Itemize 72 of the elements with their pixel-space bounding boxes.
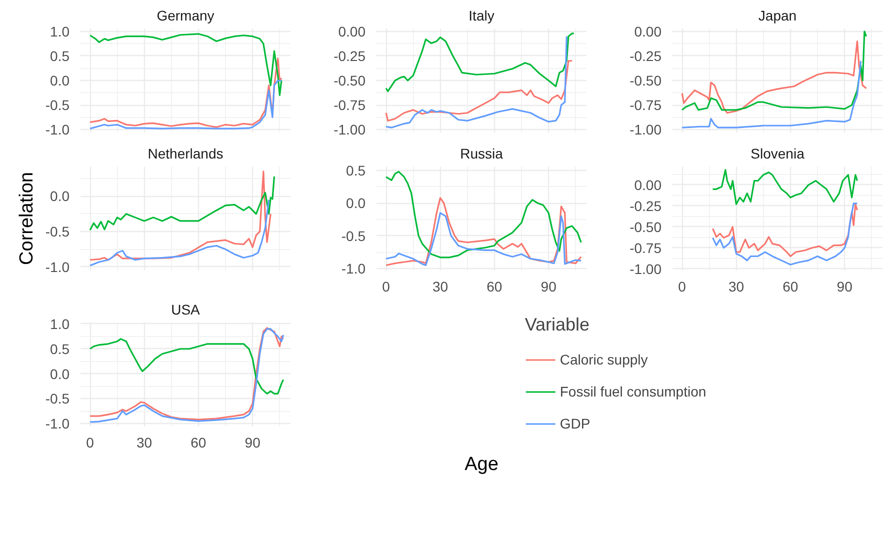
line-series (89, 80, 282, 130)
x-tick-label: 60 (782, 278, 798, 294)
chart-title: USA (171, 302, 201, 318)
y-tick-label: -0.5 (341, 228, 366, 244)
chart-title: Japan (758, 8, 797, 24)
y-tick-label: 0.00 (338, 23, 366, 40)
y-tick-label: -1.00 (630, 260, 662, 277)
y-tick-label: -0.25 (630, 198, 662, 214)
line-series (89, 33, 282, 96)
line-series (385, 60, 573, 122)
y-tick-label: 0.0 (50, 366, 70, 382)
line-series (712, 169, 858, 206)
y-tick-label: -0.5 (45, 97, 70, 114)
line-series (385, 212, 582, 266)
x-tick-label: 60 (486, 278, 502, 294)
y-tick-label: 0.0 (346, 195, 366, 212)
y-tick-label: -1.0 (341, 260, 366, 277)
y-tick-label: 0.0 (50, 72, 70, 88)
line-series (385, 32, 575, 92)
x-axis-title: Age (464, 454, 498, 475)
x-tick-label: 30 (136, 434, 152, 450)
legend-label: Fossil fuel consumption (560, 384, 706, 400)
y-tick-label: -0.50 (630, 218, 662, 235)
y-tick-label: -1.00 (334, 122, 366, 138)
chart-title: Germany (156, 8, 214, 24)
y-axis-title: Correlation (16, 172, 38, 265)
x-tick-label: 0 (382, 278, 390, 294)
y-tick-label: -0.75 (334, 97, 366, 114)
chart-title: Italy (468, 8, 494, 24)
x-tick-label: 90 (244, 434, 261, 450)
y-tick-label: 0.0 (50, 188, 70, 204)
x-tick-label: 30 (728, 278, 744, 294)
y-tick-label: 0.00 (634, 23, 662, 40)
x-tick-label: 0 (678, 278, 686, 294)
line-series (89, 176, 276, 231)
line-series (385, 36, 568, 128)
y-tick-label: 1.0 (50, 316, 70, 332)
y-tick-label: -0.50 (630, 72, 662, 88)
y-tick-label: -1.0 (45, 416, 70, 432)
y-tick-label: -0.75 (630, 97, 662, 114)
y-tick-label: 0.5 (50, 340, 70, 357)
y-tick-label: -0.75 (630, 240, 662, 256)
legend-label: Caloric supply (560, 352, 648, 368)
y-tick-label: -1.0 (45, 258, 70, 275)
y-tick-label: -1.00 (630, 122, 662, 138)
x-tick-label: 0 (86, 434, 94, 450)
line-series (89, 338, 284, 394)
chart-title: Slovenia (750, 146, 805, 162)
x-tick-label: 90 (836, 278, 853, 294)
line-series (385, 197, 582, 266)
line-series (385, 170, 582, 258)
y-tick-label: -0.5 (45, 390, 70, 407)
line-series (89, 58, 282, 128)
chart-title: Russia (460, 146, 504, 162)
legend-label: GDP (560, 416, 590, 432)
chart-title: Netherlands (148, 146, 224, 162)
y-tick-label: -0.25 (334, 48, 366, 64)
line-series (89, 198, 270, 266)
y-tick-label: 0.00 (634, 176, 662, 193)
x-tick-label: 60 (190, 434, 206, 450)
y-tick-label: -0.25 (630, 48, 662, 64)
y-tick-label: -1.0 (45, 122, 70, 138)
y-tick-label: 0.5 (346, 162, 366, 178)
line-series (89, 170, 272, 261)
legend-title: Variable (524, 314, 591, 336)
x-tick-label: 30 (432, 278, 448, 294)
x-tick-label: 90 (540, 278, 557, 294)
y-tick-label: 0.5 (50, 48, 70, 64)
y-tick-label: -0.50 (334, 72, 366, 88)
y-tick-label: -0.5 (45, 224, 70, 240)
y-tick-label: 1.0 (50, 23, 70, 40)
line-series (681, 60, 862, 128)
